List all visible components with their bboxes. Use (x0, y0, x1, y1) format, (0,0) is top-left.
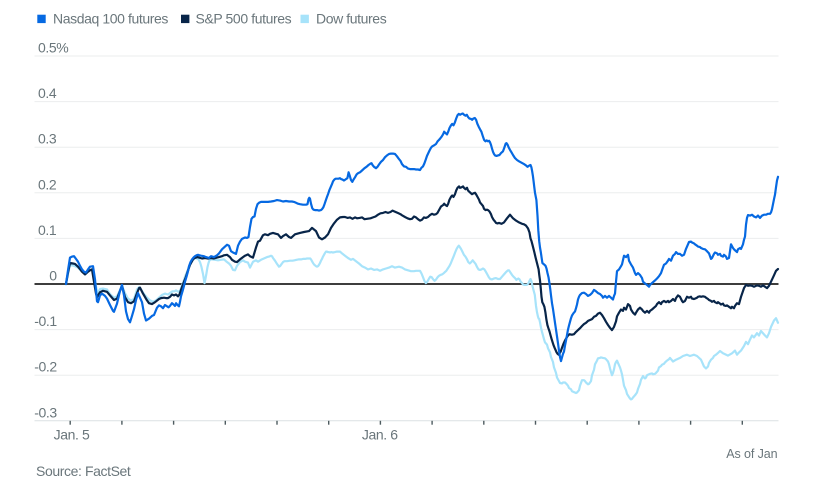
svg-text:Dow futures: Dow futures (316, 11, 387, 27)
svg-text:0: 0 (49, 268, 57, 284)
svg-text:-0.1: -0.1 (34, 313, 57, 329)
svg-text:0.5%: 0.5% (38, 40, 68, 56)
svg-text:-0.2: -0.2 (34, 359, 57, 375)
svg-text:0.2: 0.2 (38, 176, 57, 192)
svg-text:Jan. 5: Jan. 5 (54, 427, 90, 443)
svg-text:0.4: 0.4 (38, 85, 57, 101)
svg-text:0.1: 0.1 (38, 222, 57, 238)
svg-text:As of Jan: As of Jan (726, 447, 777, 461)
svg-text:Source: FactSet: Source: FactSet (36, 463, 131, 479)
svg-text:-0.3: -0.3 (34, 404, 57, 420)
svg-text:Jan. 6: Jan. 6 (362, 427, 398, 443)
svg-text:0.3: 0.3 (38, 131, 57, 147)
svg-text:Nasdaq 100 futures: Nasdaq 100 futures (53, 11, 168, 27)
svg-text:S&P 500 futures: S&P 500 futures (196, 11, 292, 27)
